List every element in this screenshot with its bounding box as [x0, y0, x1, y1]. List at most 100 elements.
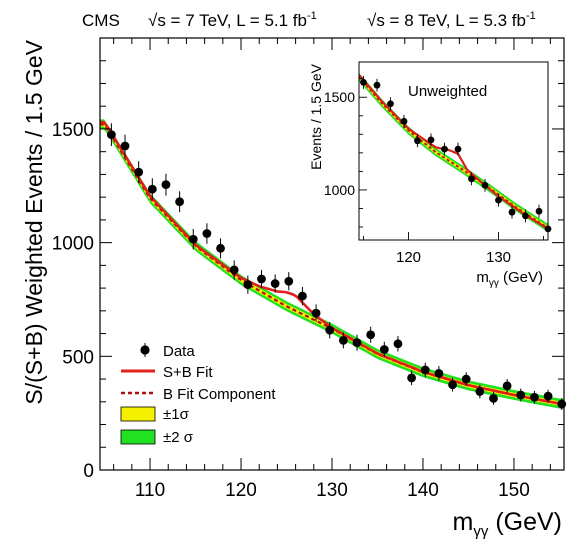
- main-y-tick-label: 0: [83, 461, 94, 482]
- main-data-point: [161, 173, 171, 196]
- main-data-point: [434, 366, 444, 381]
- inset-data-marker: [441, 145, 448, 153]
- main-data-point: [175, 191, 185, 213]
- inset-x-axis-label-sub: γγ: [489, 278, 499, 289]
- inset-band-1sigma-layer: [359, 74, 548, 230]
- main-x-ticks: 110 120 130 140 150: [113, 38, 551, 501]
- inset-x-tick-label: 120: [396, 249, 421, 266]
- legend-entry-data: Data: [140, 343, 195, 360]
- main-y-tick-label: 1000: [52, 234, 94, 255]
- main-data-point: [202, 223, 212, 244]
- inset-data-point: [481, 178, 489, 192]
- main-data-point: [257, 269, 266, 289]
- main-x-axis-label: mγγ (GeV): [453, 508, 562, 539]
- main-x-tick-label: 120: [225, 480, 257, 501]
- inset-data-point: [454, 142, 462, 156]
- main-data-marker: [489, 393, 498, 403]
- main-data-point: [502, 379, 512, 393]
- main-data-marker: [557, 399, 567, 409]
- main-data-marker: [202, 229, 212, 238]
- header-energy-8tev: √s = 8 TeV, L = 5.3 fb-1: [367, 10, 536, 30]
- legend-label-1sigma: ±1σ: [163, 406, 190, 423]
- inset-x-axis-label: mγγ (GeV): [476, 269, 543, 289]
- main-data-point: [543, 389, 553, 403]
- main-data-marker: [175, 197, 185, 207]
- main-data-point: [147, 178, 157, 201]
- main-y-tick-label: 1500: [52, 120, 94, 141]
- inset-data-marker: [468, 175, 475, 183]
- main-data-marker: [475, 387, 485, 396]
- inset-data-marker: [481, 181, 489, 189]
- legend: Data S+B Fit B Fit Component ±1σ ±2 σ: [120, 343, 276, 446]
- inset-data-marker: [522, 212, 529, 220]
- header-experiment: CMS: [82, 11, 120, 30]
- main-data-point: [243, 275, 253, 294]
- inset-data-marker: [427, 136, 435, 144]
- main-data-marker: [147, 184, 157, 194]
- inset-data-point: [508, 205, 516, 219]
- inset-data-point: [387, 97, 394, 111]
- main-data-marker: [229, 265, 239, 275]
- main-data-point: [352, 334, 362, 351]
- main-x-axis-label-m: m: [453, 508, 474, 536]
- main-data-marker: [120, 141, 130, 151]
- main-data-marker: [434, 368, 444, 378]
- main-data-marker: [420, 365, 430, 375]
- main-data-point: [120, 134, 130, 158]
- main-x-axis-label-sub: γγ: [473, 523, 489, 539]
- main-data-point: [461, 372, 471, 386]
- main-data-point: [298, 286, 307, 306]
- inset-data-point: [522, 209, 529, 223]
- header-energy-7tev-text: √s = 7 TeV, L = 5.1 fb: [148, 11, 307, 30]
- main-data-marker: [257, 274, 266, 284]
- inset-fit-layer: [359, 74, 548, 230]
- main-x-tick-label: 110: [135, 480, 165, 501]
- inset-data-point: [535, 204, 543, 218]
- legend-label-b-fit: B Fit Component: [163, 386, 276, 403]
- inset-y-tick-label: 1000: [324, 182, 355, 198]
- main-data-marker: [366, 330, 376, 340]
- inset-x-axis-label-unit: (GeV): [499, 269, 543, 286]
- inset-data-marker: [535, 207, 543, 215]
- main-data-point: [530, 390, 539, 404]
- inset-data-marker: [373, 81, 381, 89]
- main-data-point: [134, 161, 144, 184]
- inset-title: Unweighted: [408, 83, 487, 100]
- main-data-point: [106, 123, 116, 146]
- legend-1sigma-swatch: [120, 406, 156, 422]
- inset-y-tick-label: 1500: [324, 89, 355, 105]
- main-data-point: [325, 321, 335, 339]
- main-data-marker: [407, 373, 417, 383]
- main-data-marker: [502, 381, 512, 391]
- legend-label-2sigma: ±2 σ: [163, 429, 194, 446]
- main-data-marker: [216, 243, 225, 253]
- legend-data-marker: [140, 345, 150, 355]
- inset-data-marker: [400, 117, 408, 125]
- inset-data-point: [427, 133, 435, 147]
- inset-x-ticks: 120 130: [363, 232, 544, 266]
- main-data-marker: [461, 374, 471, 384]
- main-data-marker: [188, 234, 198, 244]
- inset-x-tick-label: 130: [486, 249, 511, 266]
- main-data-points: [106, 123, 567, 410]
- main-data-point: [311, 304, 321, 322]
- main-data-point: [366, 326, 376, 343]
- main-y-axis-label: S/(S+B) Weighted Events / 1.5 GeV: [21, 39, 47, 404]
- main-data-point: [229, 260, 239, 280]
- main-y-tick-label: 500: [62, 347, 94, 368]
- main-data-point: [393, 336, 403, 352]
- main-data-point: [216, 238, 225, 259]
- main-y-ticks: 0 500 1000 1500: [52, 60, 564, 482]
- main-data-point: [448, 377, 457, 392]
- main-data-point: [338, 332, 348, 349]
- main-data-marker: [448, 380, 457, 390]
- legend-entry-b-fit: B Fit Component: [121, 386, 276, 403]
- inset-data-marker: [495, 196, 502, 204]
- inset-data-point: [495, 193, 502, 207]
- main-data-marker: [284, 276, 294, 286]
- main-data-marker: [298, 291, 307, 301]
- main-x-axis-label-unit: (GeV): [488, 508, 562, 536]
- header-energy-8tev-text: √s = 8 TeV, L = 5.3 fb: [367, 11, 526, 30]
- main-data-marker: [393, 339, 403, 349]
